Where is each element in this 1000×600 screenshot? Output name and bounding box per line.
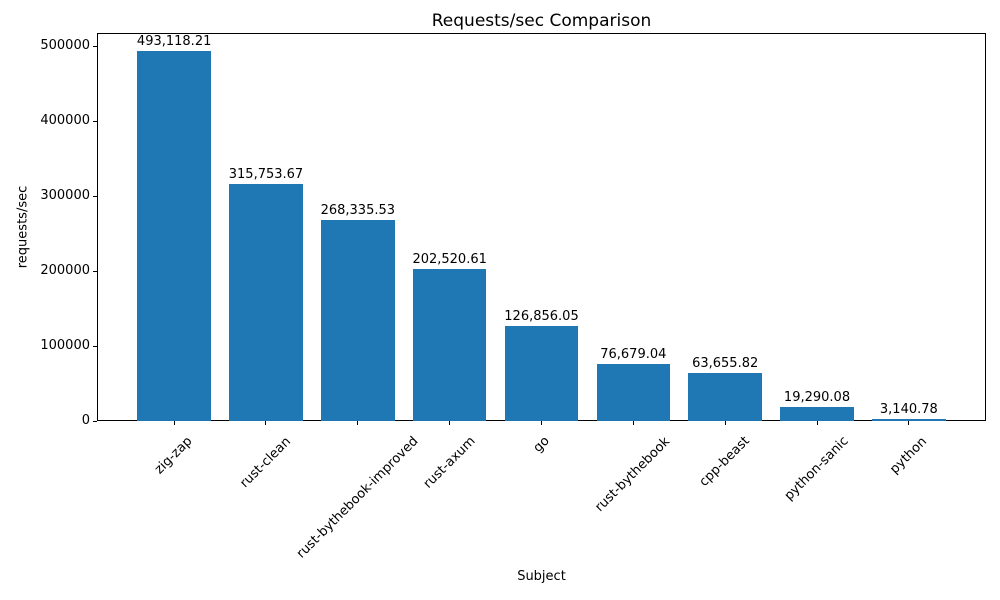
x-tick-mark	[724, 421, 726, 425]
x-tick-label: python-sanic	[781, 434, 852, 504]
bar-value-label: 493,118.21	[136, 34, 212, 50]
y-tick-mark	[93, 120, 97, 122]
x-tick-mark	[357, 421, 359, 425]
y-tick-label: 0	[81, 413, 90, 428]
y-tick-mark	[93, 45, 97, 47]
x-tick-mark	[449, 421, 451, 425]
bar-value-label: 3,140.78	[879, 401, 938, 417]
x-tick-mark	[173, 421, 175, 425]
bar-value-label: 202,520.61	[412, 252, 487, 268]
bar	[504, 325, 579, 421]
y-tick-mark	[93, 270, 97, 272]
x-tick-label: cpp-beast	[696, 433, 753, 491]
y-tick-label: 500000	[40, 38, 90, 54]
y-tick-mark	[93, 195, 97, 197]
x-tick-mark	[632, 421, 634, 425]
bar	[137, 51, 211, 421]
y-tick-label: 300000	[40, 188, 90, 204]
bar-value-label: 268,335.53	[320, 202, 396, 218]
bar	[780, 406, 854, 421]
x-tick-label: zig-zap	[152, 433, 196, 478]
x-tick-mark	[541, 421, 542, 425]
y-tick-mark	[93, 345, 97, 347]
x-tick-label: python	[887, 433, 930, 477]
x-tick-label: rust-clean	[237, 433, 294, 491]
x-tick-label: go	[530, 433, 553, 456]
y-tick-label: 200000	[40, 263, 90, 279]
bar-value-label: 126,856.05	[504, 308, 579, 324]
y-axis-label: requests/sec	[15, 185, 31, 269]
x-tick-mark	[265, 421, 267, 425]
y-tick-label: 100000	[40, 338, 90, 354]
bar-value-label: 76,679.04	[600, 346, 667, 362]
y-tick-mark	[93, 420, 97, 422]
x-tick-mark	[816, 421, 818, 425]
bar-value-label: 315,753.67	[228, 167, 304, 183]
bar	[412, 269, 487, 421]
bar	[872, 418, 946, 421]
x-tick-mark	[908, 421, 910, 425]
bar-value-label: 63,655.82	[692, 356, 759, 372]
bar	[596, 363, 671, 421]
chart-title: Requests/sec Comparison	[431, 11, 652, 31]
bar	[321, 219, 395, 421]
x-axis-label: Subject	[517, 569, 566, 584]
x-tick-label: rust-bythebook-improved	[293, 433, 422, 562]
bar-value-label: 19,290.08	[783, 389, 851, 405]
bar	[688, 373, 762, 421]
x-tick-label: rust-axum	[420, 434, 479, 492]
x-tick-label: rust-bythebook	[592, 433, 674, 515]
bar	[229, 184, 303, 421]
y-tick-label: 400000	[40, 113, 90, 129]
